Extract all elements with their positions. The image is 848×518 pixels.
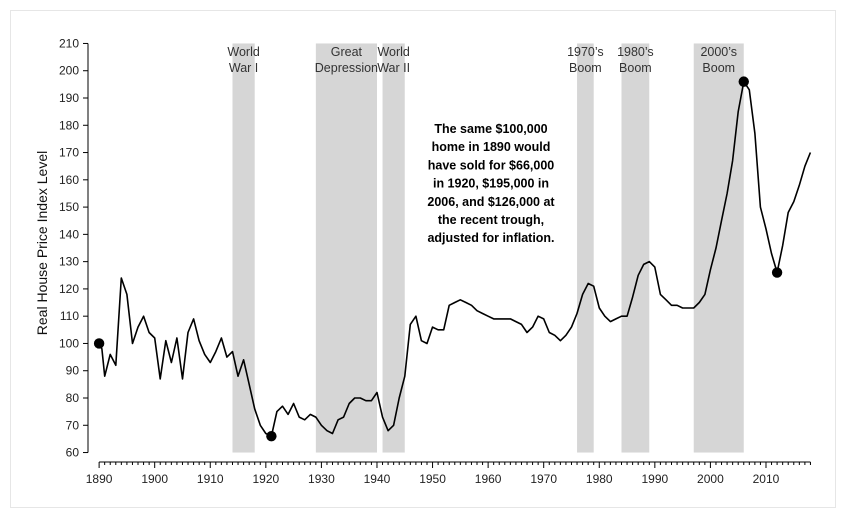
x-tick-label: 1920 [252, 472, 279, 486]
y-tick-label: 70 [66, 418, 80, 432]
y-tick-label: 160 [59, 173, 79, 187]
y-tick-label: 110 [60, 309, 79, 323]
shaded-period-2 [382, 43, 405, 453]
y-tick-label: 210 [59, 36, 79, 50]
annotation-line: the recent trough, [438, 213, 544, 227]
shaded-period-label: World [377, 45, 409, 59]
y-axis-label: Real House Price Index Level [34, 151, 50, 335]
y-tick-label: 140 [59, 227, 79, 241]
shaded-periods [232, 43, 744, 453]
annotation-line: adjusted for inflation. [427, 231, 554, 245]
y-tick-label: 180 [59, 118, 79, 132]
shaded-period-label: War I [229, 61, 258, 75]
annotation-line: have sold for $66,000 [428, 158, 555, 172]
shaded-period-label: World [227, 45, 259, 59]
shaded-period-label: Boom [619, 61, 652, 75]
shaded-period-label: Depression [315, 61, 378, 75]
highlight-points [93, 76, 783, 442]
y-tick-label: 170 [59, 146, 79, 160]
y-tick-label: 150 [59, 200, 79, 214]
x-tick-label: 1950 [419, 472, 446, 486]
x-tick-label: 1940 [364, 472, 391, 486]
annotation-line: home in 1890 would [432, 140, 551, 154]
y-tick-label: 100 [59, 336, 79, 350]
shaded-period-5 [693, 43, 744, 453]
annotation-line: in 1920, $195,000 in [433, 177, 549, 191]
y-tick-label: 90 [66, 364, 80, 378]
x-tick-label: 1980 [586, 472, 613, 486]
chart-frame [10, 10, 836, 508]
shaded-period-label: Great [331, 45, 363, 59]
shaded-period-4 [621, 43, 650, 453]
y-tick-label: 130 [59, 255, 79, 269]
shaded-period-3 [577, 43, 594, 453]
x-tick-label: 1910 [197, 472, 224, 486]
highlight-point [771, 267, 783, 278]
x-tick-label: 1890 [86, 472, 113, 486]
annotation-line: The same $100,000 [434, 122, 547, 136]
x-axis-ticks: 1890 1900 1910 1920 1930 1940 1950 1960 1970 1980… [86, 462, 811, 486]
x-tick-label: 1930 [308, 472, 335, 486]
highlight-point [266, 430, 277, 442]
shaded-period-labels: World War I Great Depression World War II 1970… [227, 45, 737, 75]
series-line [98, 80, 812, 437]
y-tick-label: 120 [59, 282, 79, 296]
x-tick-label: 1990 [641, 472, 668, 486]
y-tick-label: 190 [59, 91, 79, 105]
highlight-point [93, 338, 105, 349]
shaded-period-label: War II [377, 61, 410, 75]
y-axis-ticks: 60 70 80 90 100 110 120 130 140 150 160 170 180 190 20… [59, 36, 88, 460]
shaded-period-label: 2000’s [700, 45, 737, 59]
shaded-period-label: 1970’s [567, 45, 604, 59]
highlight-point [738, 76, 749, 87]
x-tick-label: 2010 [753, 472, 780, 486]
x-tick-label: 1970 [530, 472, 557, 486]
shaded-period-1 [315, 43, 377, 453]
y-tick-label: 80 [66, 391, 80, 405]
x-tick-label: 2000 [697, 472, 724, 486]
y-tick-label: 200 [59, 64, 79, 78]
shaded-period-label: Boom [569, 61, 602, 75]
x-tick-label: 1900 [141, 472, 168, 486]
y-tick-label: 60 [66, 446, 80, 460]
shaded-period-label: 1980’s [617, 45, 654, 59]
annotation-text: The same $100,000 home in 1890 would have … [427, 122, 555, 245]
shaded-period-0 [232, 43, 255, 453]
shaded-period-label: Boom [702, 61, 735, 75]
annotation-line: 2006, and $126,000 at [427, 195, 555, 209]
x-tick-label: 1960 [475, 472, 502, 486]
